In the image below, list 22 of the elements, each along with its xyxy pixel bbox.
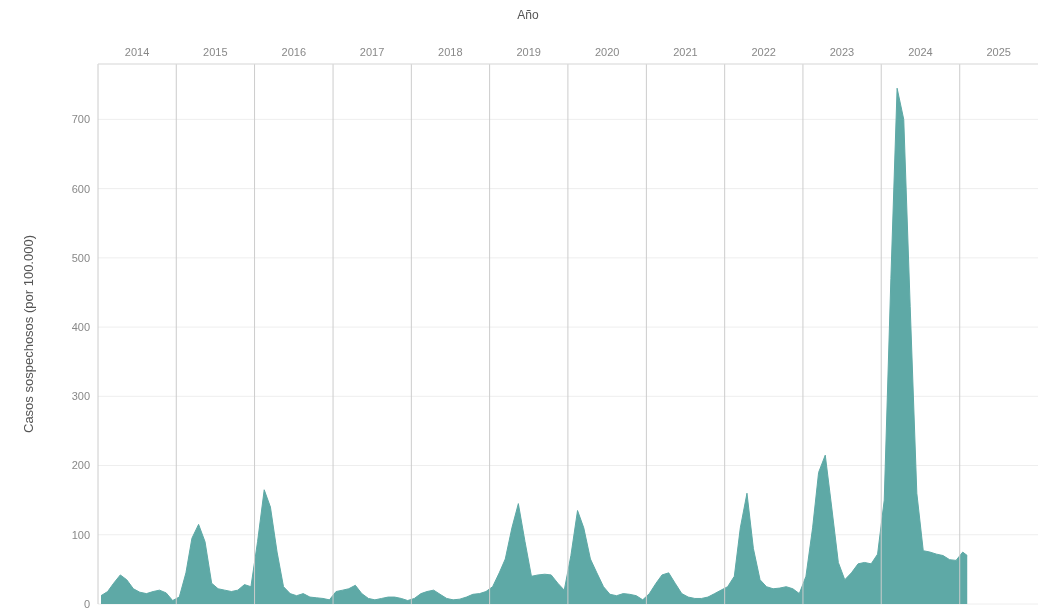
x-tick-label: 2015 [203, 46, 228, 58]
x-tick-label: 2014 [124, 46, 150, 58]
x-tick-label: 2025 [986, 46, 1011, 58]
x-tick-label: 2020 [594, 46, 620, 58]
x-tick-label: 2016 [281, 46, 307, 58]
y-axis-title: Casos sospechosos (por 100.000) [20, 234, 36, 434]
x-axis-title: Año [516, 8, 540, 24]
y-tick-label: 200 [71, 459, 90, 472]
y-tick-label: 300 [71, 390, 90, 403]
x-tick-label: 2017 [359, 46, 385, 58]
y-tick-label: 400 [71, 320, 90, 333]
y-tick-label: 700 [71, 113, 90, 126]
x-tick-label: 2018 [438, 46, 463, 58]
x-tick-label: 2023 [829, 46, 855, 58]
y-tick-label: 600 [71, 182, 90, 195]
y-tick-label: 500 [71, 251, 90, 264]
y-tick-label: 100 [71, 528, 90, 541]
x-tick-label: 2024 [908, 46, 933, 58]
y-tick-label: 0 [83, 597, 90, 610]
x-tick-label: 2019 [516, 46, 541, 58]
x-tick-label: 2021 [673, 46, 698, 58]
x-tick-label: 2022 [751, 46, 776, 58]
